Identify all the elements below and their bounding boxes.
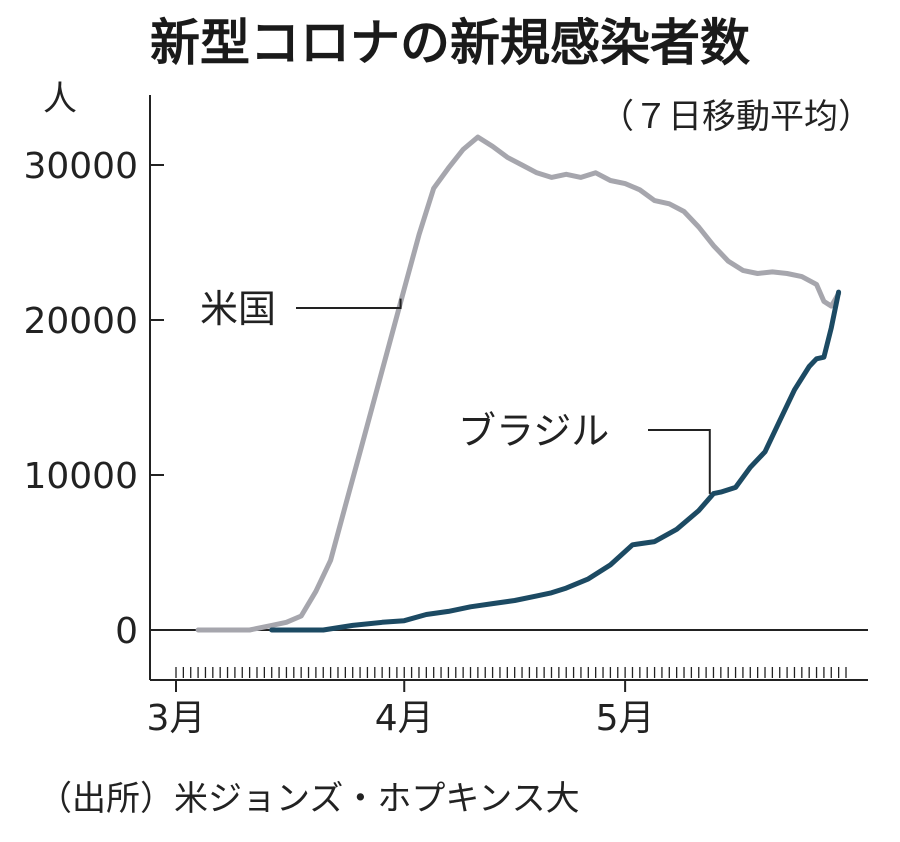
series-label-us: 米国 bbox=[200, 287, 276, 331]
y-tick-label: 30000 bbox=[23, 146, 138, 187]
x-tick-label: 4月 bbox=[375, 698, 434, 739]
leader-line-us bbox=[296, 298, 402, 309]
series-layer bbox=[195, 134, 842, 633]
leader-line-brazil bbox=[648, 429, 711, 494]
chart-subtitle: （７日移動平均） bbox=[600, 97, 872, 137]
x-tick-label: 5月 bbox=[596, 698, 655, 739]
y-axis-unit: 人 bbox=[43, 79, 77, 119]
y-tick-label: 20000 bbox=[23, 301, 138, 342]
y-tick-label: 0 bbox=[115, 611, 138, 652]
series-label-brazil: ブラジル bbox=[458, 409, 609, 453]
series-line-us bbox=[195, 134, 842, 633]
y-tick-label: 10000 bbox=[23, 456, 138, 497]
series-line-brazil bbox=[269, 289, 842, 633]
source-note: （出所）米ジョンズ・ホプキンス大 bbox=[38, 779, 580, 819]
axes: 0 10000 20000 30000 3月 4月 5月 bbox=[23, 95, 868, 739]
x-tick-label: 3月 bbox=[147, 698, 206, 739]
chart-title: 新型コロナの新規感染者数 bbox=[150, 14, 750, 72]
